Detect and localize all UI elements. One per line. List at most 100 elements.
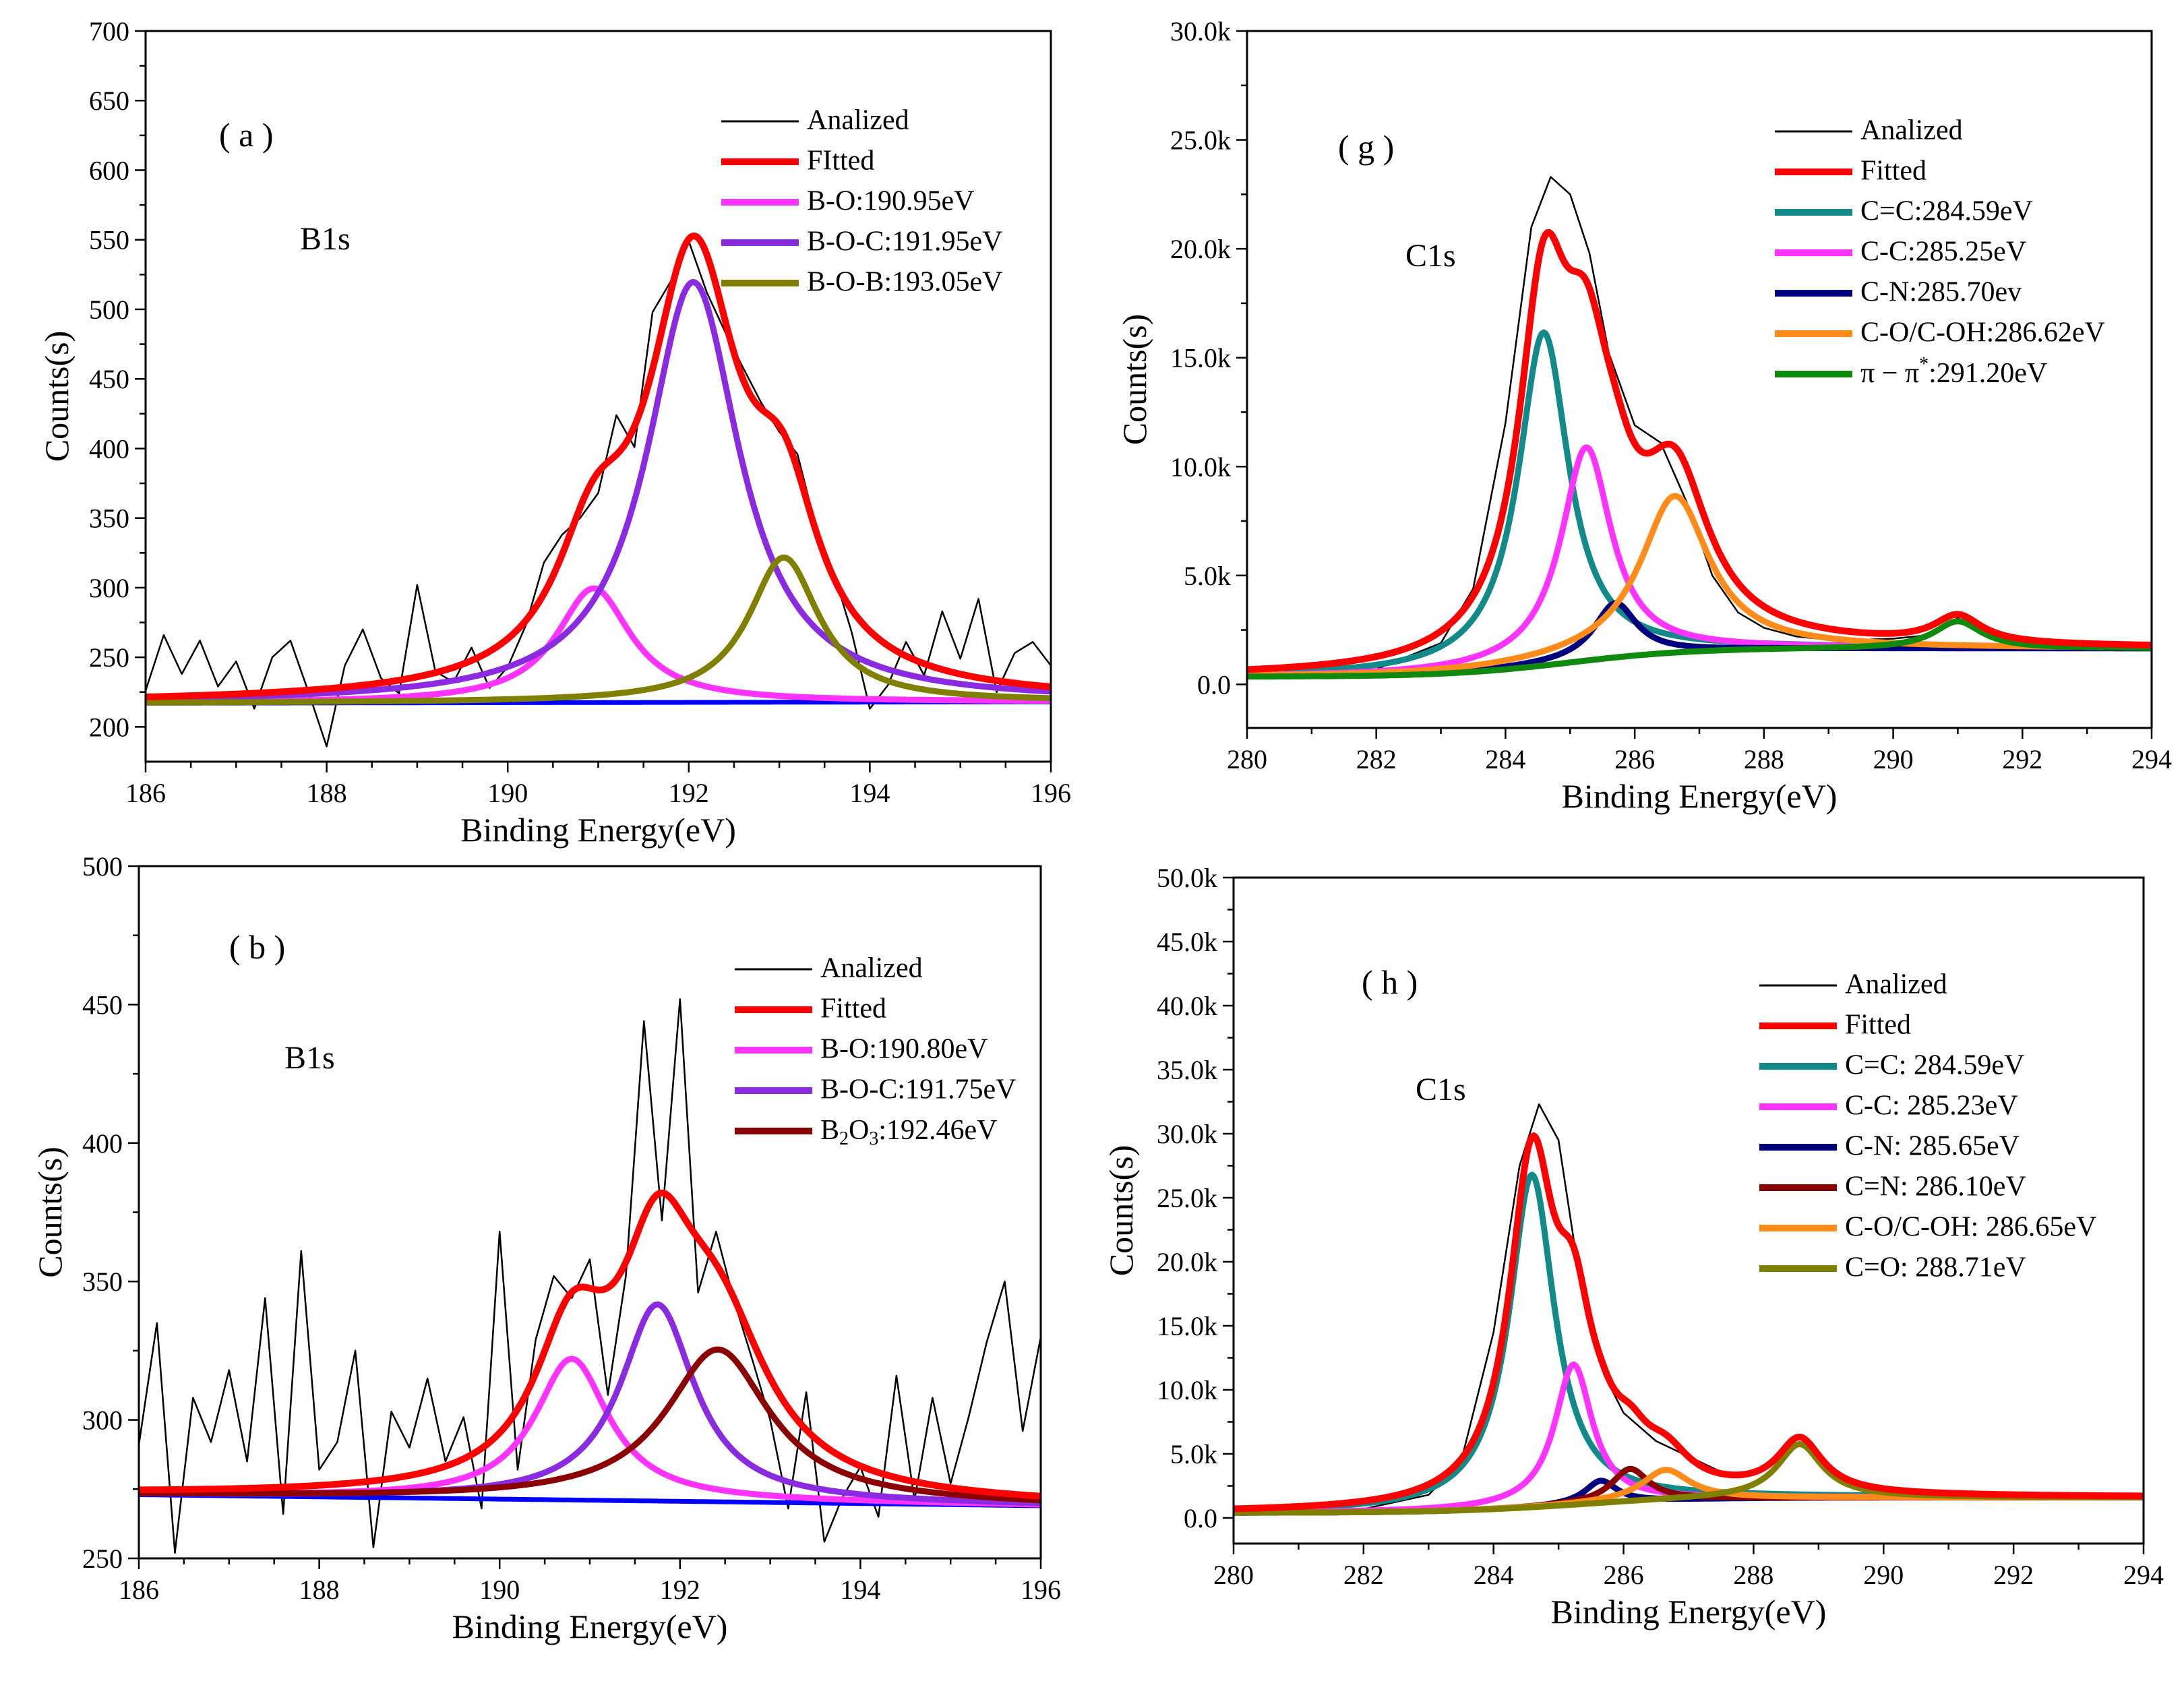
legend-item: C-N: 285.65eV xyxy=(1759,1131,2020,1162)
x-tick-label: 194 xyxy=(840,1575,880,1605)
x-tick-label: 288 xyxy=(1733,1560,1773,1590)
plot-area xyxy=(1247,176,2152,680)
y-tick-label: 500 xyxy=(89,295,129,325)
y-tick-label: 600 xyxy=(89,155,129,185)
y-tick-label: 250 xyxy=(89,642,129,673)
x-tick-label: 192 xyxy=(660,1575,700,1605)
y-tick-label: 300 xyxy=(89,573,129,603)
x-tick-label: 294 xyxy=(2123,1560,2164,1590)
x-tick-label: 286 xyxy=(1604,1560,1644,1590)
legend: Analized Fitted C=C:284.59eV C-C:285.25eV C-… xyxy=(1775,115,2105,389)
legend-item: B-O-B:193.05eV xyxy=(721,267,1002,298)
legend-item: C=C:284.59eV xyxy=(1775,196,2033,227)
y-tick-label: 450 xyxy=(89,364,129,394)
legend-item: B2O3:192.46eV xyxy=(735,1115,998,1150)
legend-label: B2O3:192.46eV xyxy=(820,1115,998,1150)
y-tick-label: 400 xyxy=(82,1128,123,1159)
legend-label: Analized xyxy=(1845,969,1947,1000)
panel-annotation: B1s xyxy=(284,1040,335,1076)
y-tick-label: 25.0k xyxy=(1157,1183,1217,1213)
legend-label: B-O-B:193.05eV xyxy=(807,267,1002,298)
chart-panel-g: 280 282 284 286 288 290 292 294 0.0 5.0k 10.0k 15.0… xyxy=(1116,16,2172,815)
panel-label: ( g ) xyxy=(1338,128,1394,166)
y-tick-label: 700 xyxy=(89,16,129,47)
legend: Analized Fitted B-O:190.80eV B-O-C:191.75eV… xyxy=(735,953,1016,1150)
x-axis-label: Binding Energy(eV) xyxy=(1551,1593,1827,1630)
series-peak-c-o-c-oh xyxy=(1247,493,2152,679)
x-tick-label: 284 xyxy=(1485,744,1525,774)
series-analized-line xyxy=(146,240,1051,748)
chart-panel-a: 186 188 190 192 194 196 200 250 300 350 400 450 500 5… xyxy=(38,16,1071,849)
x-tick-label: 288 xyxy=(1744,744,1784,774)
legend-item: C-N:285.70ev xyxy=(1775,277,2022,308)
x-tick-label: 196 xyxy=(1031,778,1071,808)
x-tick-label: 192 xyxy=(669,778,709,808)
plot-frame xyxy=(144,30,1052,763)
y-tick-label: 30.0k xyxy=(1157,1119,1217,1149)
legend-item: Analized xyxy=(1759,969,1947,1000)
series-fitted-line xyxy=(139,1189,1041,1500)
series-analized-line xyxy=(1234,1103,2144,1513)
legend-item: C-O/C-OH:286.62eV xyxy=(1775,317,2105,348)
x-tick-label: 194 xyxy=(849,778,890,808)
legend-label-part: :291.20eV xyxy=(1929,358,2047,389)
x-tick-label: 290 xyxy=(1863,1560,1904,1590)
y-tick-label: 35.0k xyxy=(1157,1055,1217,1085)
legend-label: π − π*:291.20eV xyxy=(1860,354,2047,388)
series-fitted-line xyxy=(1234,1132,2144,1513)
series-peak-b-o-b xyxy=(146,554,1051,706)
legend-item: FItted xyxy=(721,146,874,177)
panel-annotation: C1s xyxy=(1405,238,1456,274)
x-tick-label: 284 xyxy=(1474,1560,1514,1590)
x-tick-label: 286 xyxy=(1614,744,1655,774)
y-tick-label: 20.0k xyxy=(1170,234,1231,264)
legend-label: C-C: 285.23eV xyxy=(1845,1091,2018,1122)
y-tick-label: 550 xyxy=(89,225,129,255)
y-axis-label: Counts(s) xyxy=(1116,314,1153,445)
x-axis-label: Binding Energy(eV) xyxy=(452,1608,728,1645)
legend-label: B-O:190.80eV xyxy=(820,1034,988,1065)
y-tick-label: 5.0k xyxy=(1184,561,1231,591)
y-tick-label: 300 xyxy=(82,1405,123,1436)
legend-item: Fitted xyxy=(735,994,886,1025)
y-tick-label: 50.0k xyxy=(1157,863,1217,893)
legend-label: C-N: 285.65eV xyxy=(1845,1131,2020,1162)
panel-label: ( h ) xyxy=(1362,963,1418,1001)
x-tick-label: 188 xyxy=(299,1575,340,1605)
legend-item: C=C: 284.59eV xyxy=(1759,1050,2024,1081)
y-tick-label: 15.0k xyxy=(1170,343,1231,373)
chart-panel-b: 186 188 190 192 194 196 250 300 350 400 450 500 Bind… xyxy=(31,851,1061,1645)
x-axis-label: Binding Energy(eV) xyxy=(1562,777,1838,815)
plot-frame xyxy=(1246,30,2153,729)
plot-frame xyxy=(1232,876,2145,1545)
legend-label-part: 2 xyxy=(839,1128,849,1149)
y-axis-label: Counts(s) xyxy=(31,1147,69,1277)
series-peak-b-o-c xyxy=(146,279,1051,702)
y-tick-label: 15.0k xyxy=(1157,1311,1217,1341)
legend-label: C=C: 284.59eV xyxy=(1845,1050,2024,1081)
x-tick-label: 188 xyxy=(307,778,347,808)
y-tick-label: 20.0k xyxy=(1157,1247,1217,1277)
legend-label: C-O/C-OH: 286.65eV xyxy=(1845,1212,2096,1243)
x-tick-label: 280 xyxy=(1227,744,1267,774)
legend-item: C-C:285.25eV xyxy=(1775,237,2026,268)
y-tick-label: 25.0k xyxy=(1170,125,1231,156)
legend-item: C-O/C-OH: 286.65eV xyxy=(1759,1212,2096,1243)
legend-label: Fitted xyxy=(1860,156,1927,187)
legend-item: B-O-C:191.95eV xyxy=(721,226,1002,257)
legend-item: B-O:190.80eV xyxy=(735,1034,988,1065)
legend-item: π − π*:291.20eV xyxy=(1775,354,2047,389)
series-fitted-line xyxy=(146,232,1051,700)
legend-label: B-O:190.95eV xyxy=(807,186,974,217)
series-peak-b2o3 xyxy=(139,1346,1041,1504)
legend-label: Fitted xyxy=(820,994,886,1025)
y-tick-label: 0.0 xyxy=(1197,669,1231,700)
legend-label: Analized xyxy=(1860,115,1963,146)
legend-label: Analized xyxy=(820,953,923,984)
legend-item: Analized xyxy=(735,953,923,984)
panel-annotation: C1s xyxy=(1416,1072,1466,1107)
plot-area xyxy=(1234,1103,2144,1516)
y-tick-label: 450 xyxy=(82,989,123,1020)
legend-label: C=C:284.59eV xyxy=(1860,196,2033,227)
